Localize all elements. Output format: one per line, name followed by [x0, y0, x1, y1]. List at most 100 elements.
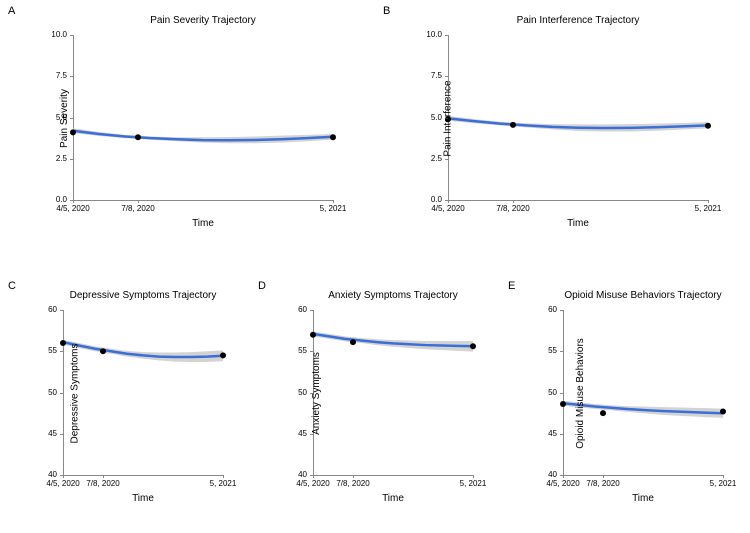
ytick-label: 45 [35, 429, 57, 438]
ytick-label: 50 [285, 388, 307, 397]
panel-title: Pain Severity Trajectory [73, 15, 333, 26]
x-axis-label: Time [448, 218, 708, 229]
ytick [445, 76, 448, 77]
xtick [353, 475, 354, 478]
xtick [138, 200, 139, 203]
ytick [60, 434, 63, 435]
ytick-label: 2.5 [45, 154, 67, 163]
data-point [220, 352, 226, 358]
xtick [333, 200, 334, 203]
panel-title: Pain Interference Trajectory [448, 15, 708, 26]
ytick-label: 45 [535, 429, 557, 438]
ytick-label: 50 [535, 388, 557, 397]
y-axis-label: Depressive Symptoms [70, 343, 81, 443]
ytick [70, 35, 73, 36]
ytick [60, 393, 63, 394]
xtick-label: 5, 2021 [308, 204, 358, 213]
xtick [513, 200, 514, 203]
xtick [63, 475, 64, 478]
ytick-label: 40 [285, 470, 307, 479]
ytick-label: 55 [535, 346, 557, 355]
ytick-label: 10.0 [45, 30, 67, 39]
xtick [448, 200, 449, 203]
xtick [103, 475, 104, 478]
x-axis-label: Time [563, 493, 723, 504]
xtick-label: 4/5, 2020 [423, 204, 473, 213]
confidence-band [63, 340, 223, 362]
xtick-label: 5, 2021 [698, 479, 748, 488]
plot-svg [448, 35, 708, 200]
ytick [60, 310, 63, 311]
plot-svg [63, 310, 223, 475]
data-point [70, 129, 76, 135]
data-point [100, 348, 106, 354]
ytick [70, 76, 73, 77]
panel-b: BPain Interference Trajectory0.02.55.07.… [393, 5, 723, 235]
xtick [603, 475, 604, 478]
ytick-label: 0.0 [420, 195, 442, 204]
data-point [330, 134, 336, 140]
plot-svg [73, 35, 333, 200]
panel-letter: A [8, 5, 15, 17]
ytick-label: 40 [535, 470, 557, 479]
data-point [720, 408, 726, 414]
xtick-label: 5, 2021 [198, 479, 248, 488]
trajectory-line [448, 118, 708, 128]
ytick [560, 310, 563, 311]
panel-letter: C [8, 280, 16, 292]
data-point [705, 123, 711, 129]
xtick-label: 4/5, 2020 [48, 204, 98, 213]
xtick [223, 475, 224, 478]
xtick-label: 7/8, 2020 [488, 204, 538, 213]
ytick [445, 35, 448, 36]
data-point [560, 401, 566, 407]
confidence-band [313, 331, 473, 351]
data-point [310, 332, 316, 338]
panel-a: APain Severity Trajectory0.02.55.07.510.… [18, 5, 348, 235]
panel-e: EOpioid Misuse Behaviors Trajectory40455… [518, 280, 738, 510]
y-axis-label: Pain Severity [59, 89, 70, 148]
ytick-label: 55 [35, 346, 57, 355]
panel-letter: B [383, 5, 390, 17]
y-axis-label: Opioid Misuse Behaviors [575, 338, 586, 449]
xtick [723, 475, 724, 478]
xtick [313, 475, 314, 478]
y-axis-label: Anxiety Symptoms [311, 352, 322, 435]
panel-title: Depressive Symptoms Trajectory [63, 290, 223, 301]
panel-c: CDepressive Symptoms Trajectory404550556… [18, 280, 238, 510]
ytick-label: 7.5 [420, 71, 442, 80]
data-point [135, 134, 141, 140]
y-axis-label: Pain Interference [443, 80, 454, 156]
panel-d: DAnxiety Symptoms Trajectory40455055604/… [268, 280, 488, 510]
confidence-band [448, 116, 708, 132]
xtick [473, 475, 474, 478]
ytick-label: 7.5 [45, 71, 67, 80]
ytick [560, 393, 563, 394]
xtick-label: 7/8, 2020 [578, 479, 628, 488]
trajectory-figure: A Pain Severity Trajectory 0.0 2.5 5.0 7.5 10.… [0, 0, 750, 533]
ytick-label: 45 [285, 429, 307, 438]
xtick-label: 7/8, 2020 [78, 479, 128, 488]
ytick-label: 5.0 [420, 113, 442, 122]
data-point [510, 122, 516, 128]
ytick-label: 60 [35, 305, 57, 314]
ytick-label: 50 [35, 388, 57, 397]
xtick-label: 7/8, 2020 [113, 204, 163, 213]
ytick [560, 434, 563, 435]
data-point [60, 340, 66, 346]
ytick [60, 351, 63, 352]
ytick-label: 55 [285, 346, 307, 355]
panel-title: Anxiety Symptoms Trajectory [313, 290, 473, 301]
ytick-label: 0.0 [45, 195, 67, 204]
panel-letter: E [508, 280, 515, 292]
panel-letter: D [258, 280, 266, 292]
ytick-label: 60 [535, 305, 557, 314]
ytick-label: 2.5 [420, 154, 442, 163]
x-axis-label: Time [313, 493, 473, 504]
xtick-label: 5, 2021 [683, 204, 733, 213]
ytick [445, 159, 448, 160]
xtick-label: 7/8, 2020 [328, 479, 378, 488]
ytick [310, 310, 313, 311]
data-point [600, 410, 606, 416]
xtick [563, 475, 564, 478]
